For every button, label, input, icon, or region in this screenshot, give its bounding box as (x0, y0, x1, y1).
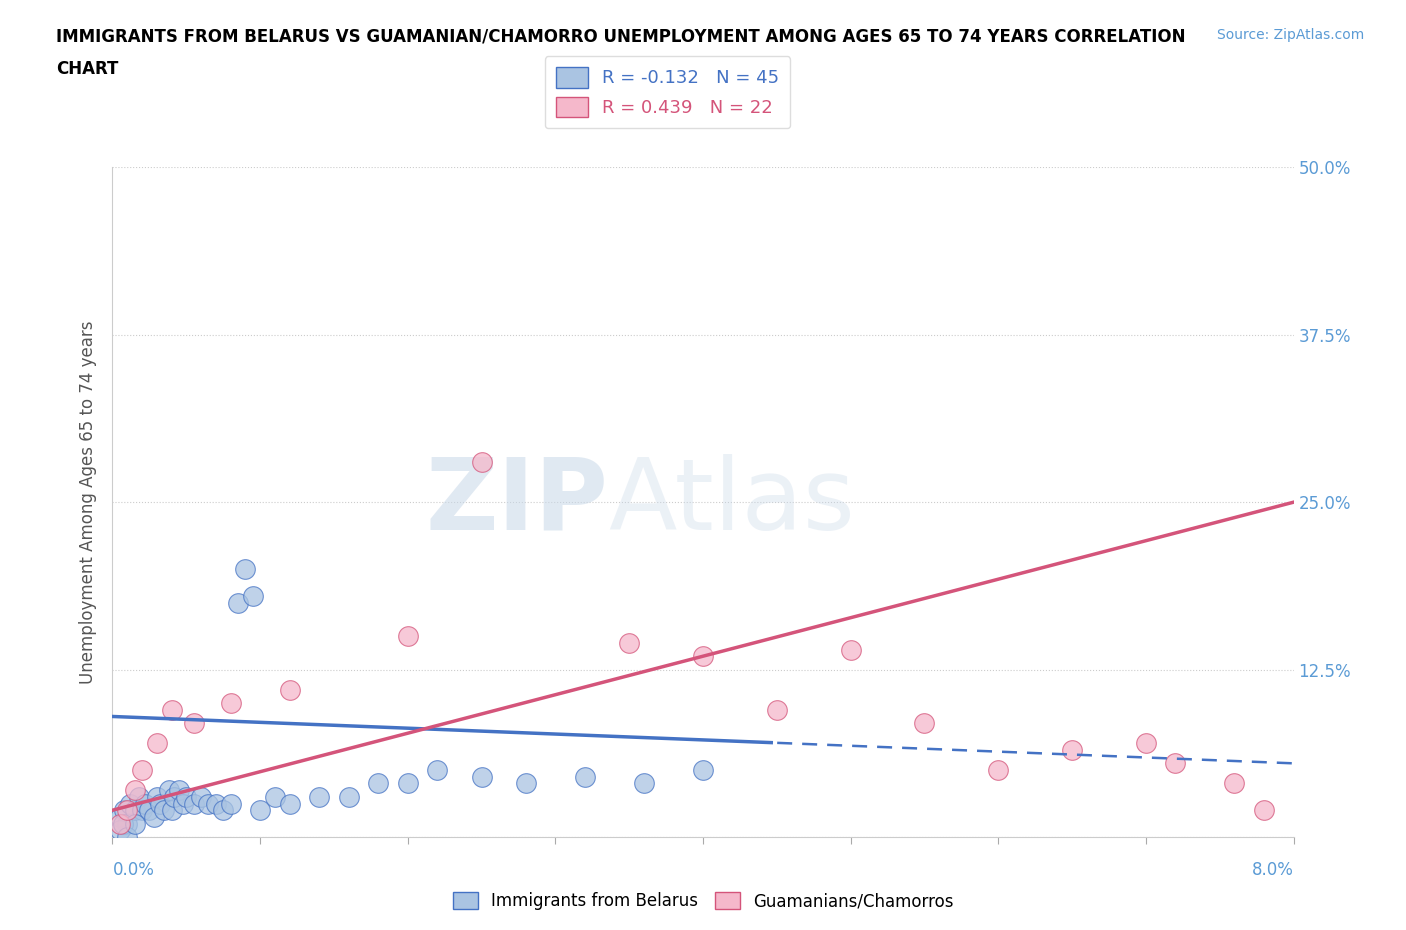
Point (396, 776, 419, 790)
Point (337, 790, 360, 804)
Point (242, 589, 264, 604)
Point (692, 763, 714, 777)
Point (131, 763, 153, 777)
Point (111, 817, 134, 831)
Point (1253, 803, 1275, 817)
Point (160, 702, 183, 717)
Point (212, 803, 235, 817)
Point (396, 629, 419, 644)
Point (160, 803, 183, 817)
Point (138, 803, 160, 817)
Point (226, 595, 249, 610)
Y-axis label: Unemployment Among Ages 65 to 74 years: Unemployment Among Ages 65 to 74 years (79, 321, 97, 684)
Point (124, 783, 146, 798)
Point (233, 562, 256, 577)
Text: IMMIGRANTS FROM BELARUS VS GUAMANIAN/CHAMORRO UNEMPLOYMENT AMONG AGES 65 TO 74 Y: IMMIGRANTS FROM BELARUS VS GUAMANIAN/CHA… (56, 28, 1185, 46)
Point (117, 830, 138, 844)
Point (153, 803, 176, 817)
Point (149, 796, 172, 811)
Point (1062, 742, 1084, 757)
Point (124, 803, 146, 817)
Point (174, 790, 197, 804)
Point (249, 803, 271, 817)
Point (914, 716, 936, 731)
Text: 0.0%: 0.0% (112, 861, 155, 879)
Point (426, 763, 449, 777)
Point (157, 783, 180, 798)
Point (146, 736, 169, 751)
Point (108, 817, 131, 831)
Point (1223, 776, 1246, 790)
Point (134, 796, 156, 811)
Point (112, 803, 135, 817)
Point (766, 702, 789, 717)
Text: CHART: CHART (56, 60, 118, 78)
Point (470, 455, 494, 470)
Point (574, 769, 596, 784)
Point (190, 790, 212, 804)
Point (117, 803, 138, 817)
Point (183, 796, 205, 811)
Point (167, 783, 190, 798)
Point (219, 796, 242, 811)
Point (367, 776, 389, 790)
Point (839, 642, 862, 657)
Text: 8.0%: 8.0% (1251, 861, 1294, 879)
Point (515, 776, 537, 790)
Legend: R = -0.132   N = 45, R = 0.439   N = 22: R = -0.132 N = 45, R = 0.439 N = 22 (544, 56, 790, 128)
Point (278, 683, 301, 698)
Point (205, 796, 228, 811)
Text: ZIP: ZIP (426, 454, 609, 551)
Legend: Immigrants from Belarus, Guamanians/Chamorros: Immigrants from Belarus, Guamanians/Cham… (446, 885, 960, 917)
Point (108, 823, 131, 838)
Point (987, 763, 1010, 777)
Point (1135, 736, 1157, 751)
Point (692, 649, 714, 664)
Point (264, 790, 287, 804)
Point (197, 796, 219, 811)
Point (219, 696, 242, 711)
Point (108, 809, 131, 824)
Point (120, 796, 142, 811)
Point (142, 809, 165, 824)
Point (1164, 756, 1187, 771)
Point (128, 790, 150, 804)
Point (163, 790, 186, 804)
Point (470, 769, 494, 784)
Point (117, 817, 138, 831)
Point (124, 817, 146, 831)
Point (172, 796, 194, 811)
Point (278, 796, 301, 811)
Point (146, 790, 169, 804)
Point (633, 776, 655, 790)
Text: Atlas: Atlas (609, 454, 855, 551)
Point (308, 790, 330, 804)
Text: Source: ZipAtlas.com: Source: ZipAtlas.com (1216, 28, 1364, 42)
Point (183, 716, 205, 731)
Point (131, 803, 153, 817)
Point (619, 635, 641, 650)
